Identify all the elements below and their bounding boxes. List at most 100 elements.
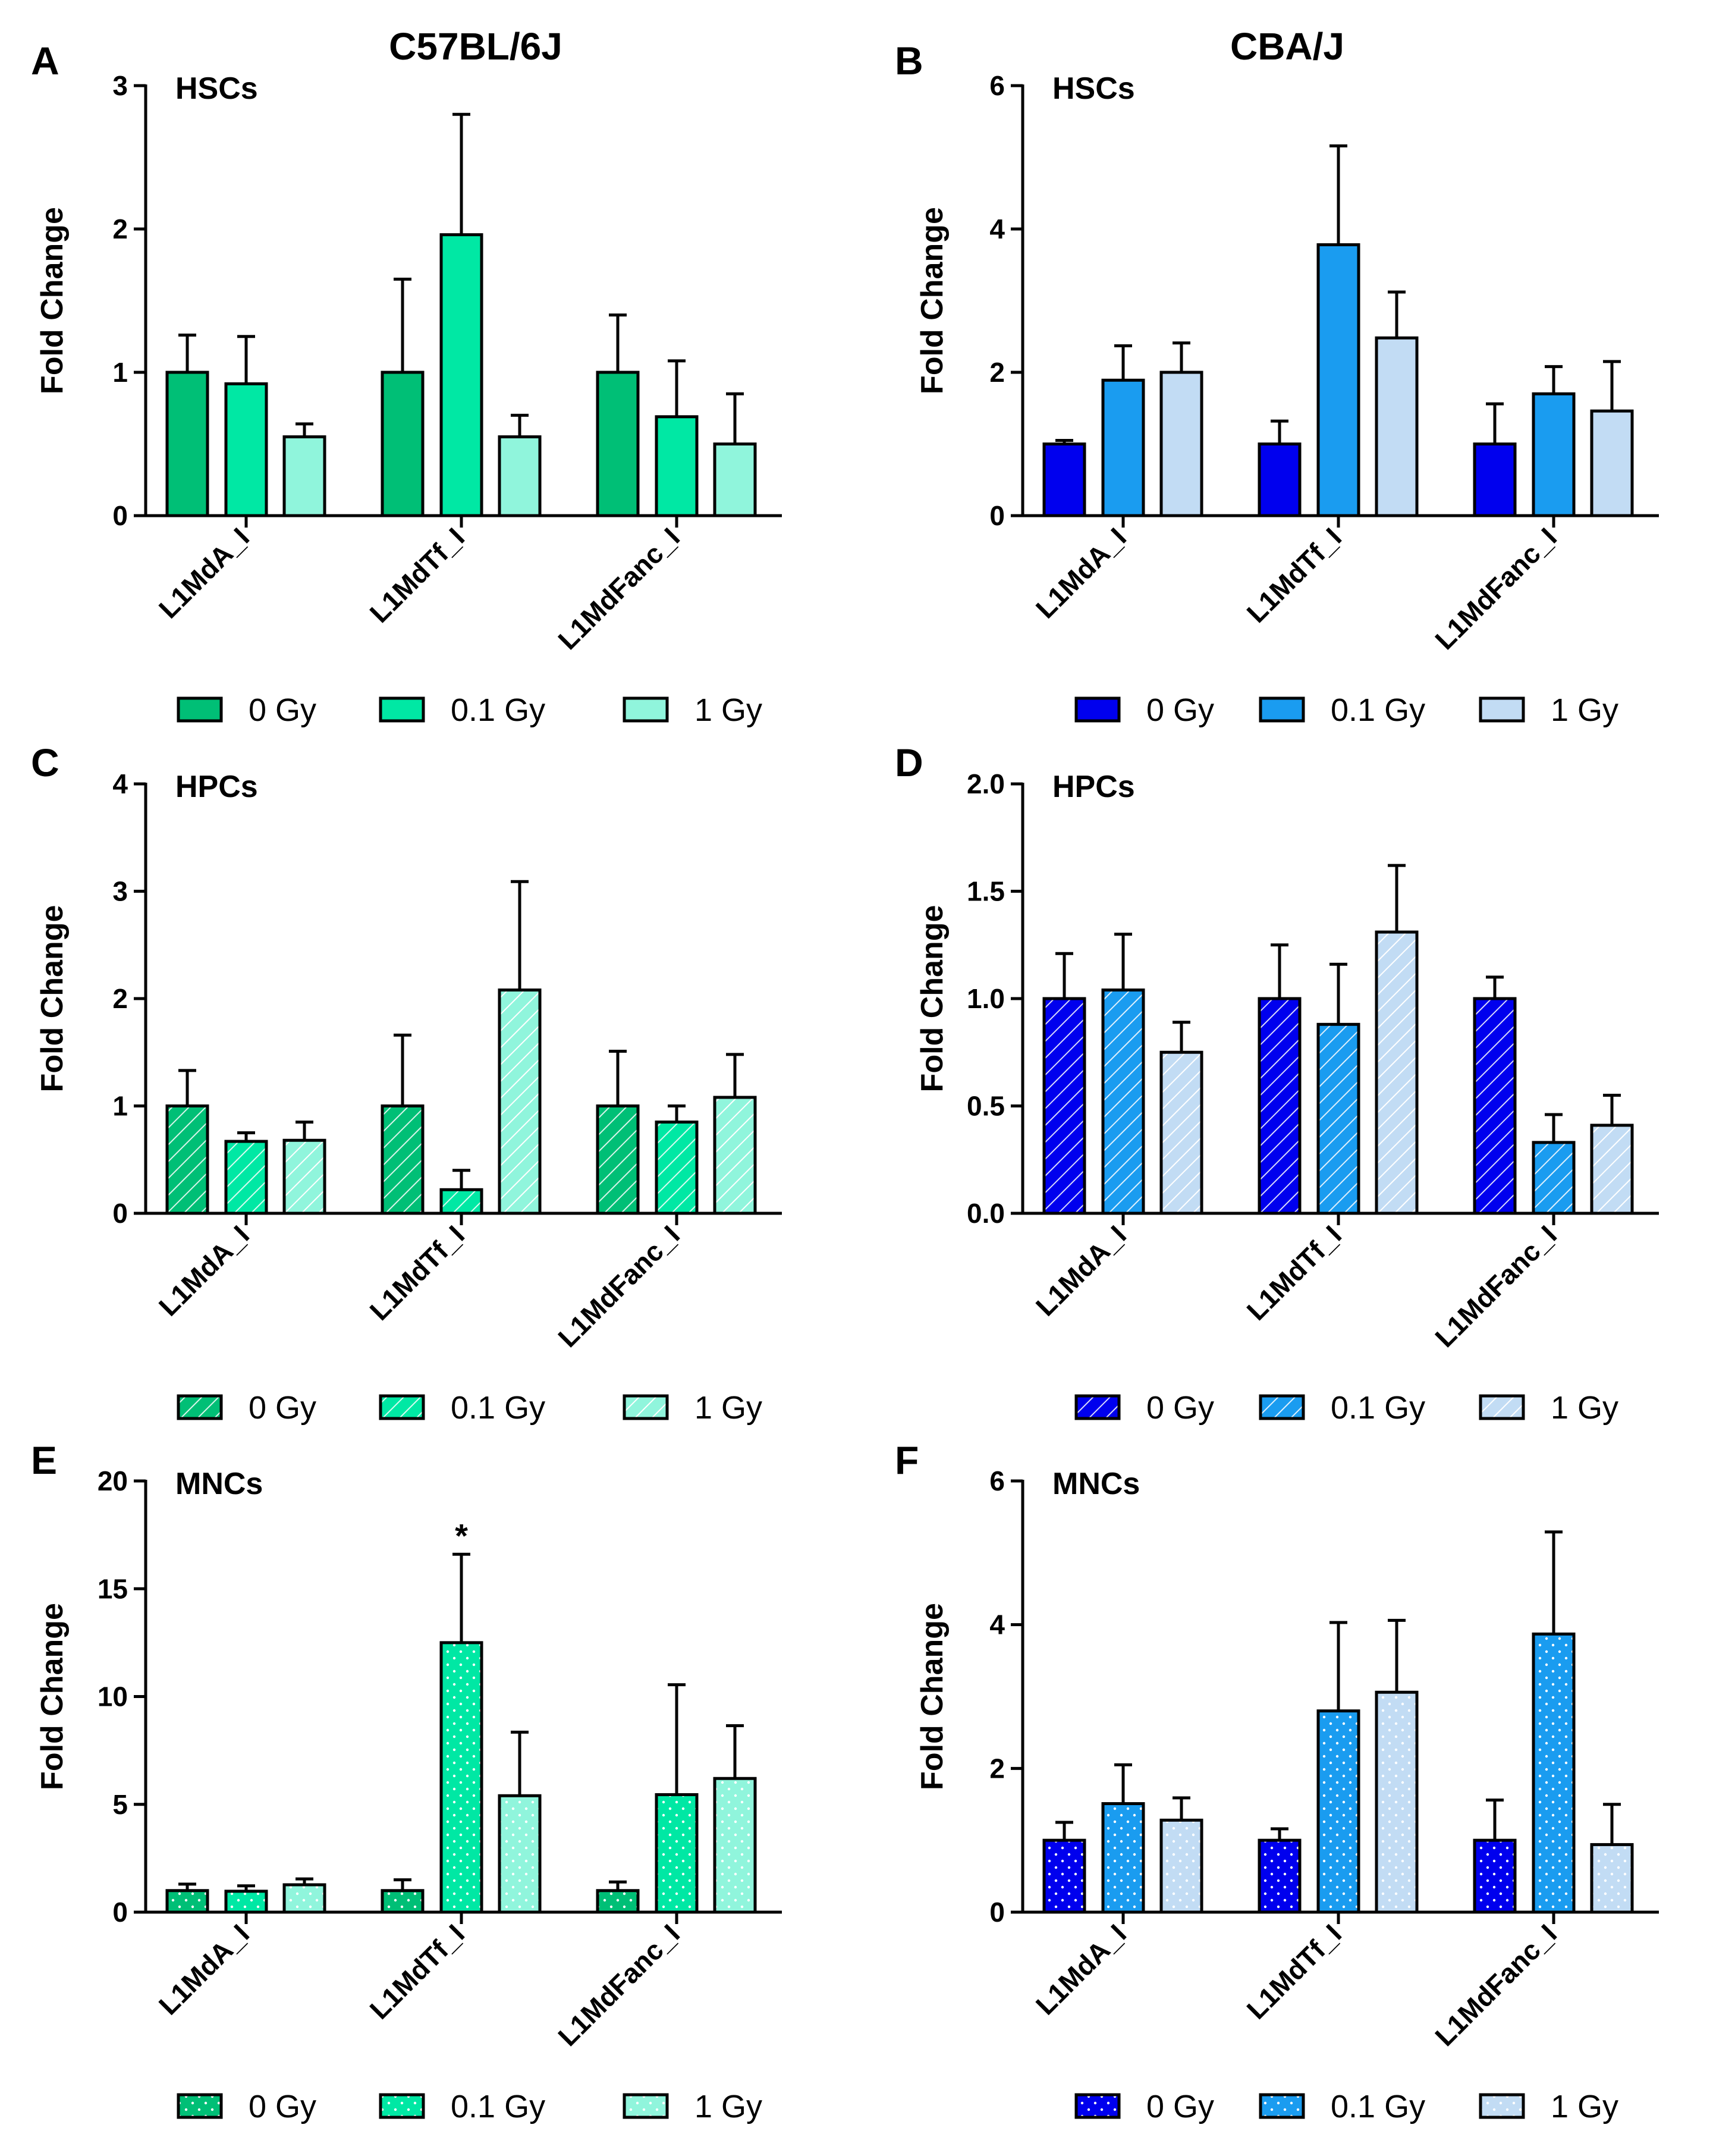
significance-marker: * xyxy=(455,1517,468,1554)
y-tick-label: 3 xyxy=(112,70,128,101)
bar-l1mda-i-0gy xyxy=(165,1104,209,1215)
panel-label: F xyxy=(895,1438,919,1482)
x-category-label: L1MdA_I xyxy=(1030,1219,1132,1322)
bar-l1mdfanc-i-01gy xyxy=(655,415,699,517)
bar-l1mda-i-1gy xyxy=(1159,371,1203,517)
bar-l1mdfanc-i-1gy xyxy=(713,443,757,517)
bar-l1mda-i-01gy xyxy=(224,382,268,517)
bar-l1mdtf-i-01gy xyxy=(1316,243,1360,517)
legend-swatch xyxy=(1479,1394,1525,1420)
x-category-label: L1MdTf_I xyxy=(364,1918,471,2025)
legend-swatch xyxy=(177,2093,223,2119)
panel-title: HSCs xyxy=(175,71,258,106)
legend-label: 0.1 Gy xyxy=(451,2089,545,2124)
legend-label: 0.1 Gy xyxy=(1331,2089,1425,2124)
y-tick-label: 4 xyxy=(989,1609,1005,1640)
y-tick-label: 1.0 xyxy=(967,983,1005,1014)
bar-l1mdfanc-i-1gy xyxy=(713,1777,757,1914)
y-tick-label: 1 xyxy=(112,357,128,388)
legend-label: 1 Gy xyxy=(1551,2089,1618,2124)
y-tick-label: 0 xyxy=(112,1897,128,1928)
legend-label: 0 Gy xyxy=(249,2089,316,2124)
y-tick-label: 1 xyxy=(112,1091,128,1122)
bar-l1mdtf-i-0gy xyxy=(1258,997,1302,1215)
panel-d: D HPCs Fold Change 0.0 0.5 1.0 1.5 2.0 L1MdA_I L1… xyxy=(895,740,1659,1426)
y-tick-label: 0.0 xyxy=(967,1198,1005,1229)
y-tick-label: 20 xyxy=(98,1465,128,1496)
bar-l1mdtf-i-0gy xyxy=(1258,443,1302,517)
x-category-label: L1MdFanc_I xyxy=(552,1219,686,1353)
bar-l1mdtf-i-0gy xyxy=(381,1104,425,1215)
x-category-label: L1MdA_I xyxy=(153,1219,255,1322)
legend-label: 1 Gy xyxy=(1551,1390,1618,1426)
legend-swatch xyxy=(1074,2093,1121,2119)
strain-label-c57bl6j: C57BL/6J xyxy=(389,25,562,68)
legend-swatch xyxy=(177,1394,223,1420)
panel-title: HSCs xyxy=(1052,71,1135,106)
bar-l1mdtf-i-1gy xyxy=(498,1794,542,1914)
panel-e: E MNCs Fold Change 0 5 10 15 20 L1MdA_I L1MdTf_I L… xyxy=(31,1438,782,2124)
y-tick-label: 2 xyxy=(112,214,128,244)
bar-l1mdfanc-i-01gy xyxy=(655,1121,699,1215)
legend-label: 0.1 Gy xyxy=(451,692,545,728)
legend-swatch xyxy=(379,2093,425,2119)
y-tick-label: 4 xyxy=(989,214,1005,244)
legend-label: 1 Gy xyxy=(694,1390,762,1426)
bar-l1mdtf-i-1gy xyxy=(1375,930,1419,1215)
y-tick-label: 0 xyxy=(989,500,1005,531)
panel-b: B HSCs Fold Change 0 2 4 6 L1MdA_I L1MdTf_I L1MdF… xyxy=(895,39,1659,728)
bar-l1mda-i-1gy xyxy=(282,435,326,517)
legend-swatch xyxy=(1074,696,1121,723)
bar-l1mda-i-1gy xyxy=(282,1883,326,1914)
y-axis-label: Fold Change xyxy=(915,207,950,394)
bar-l1mda-i-1gy xyxy=(282,1138,326,1215)
y-tick-label: 1.5 xyxy=(967,876,1005,907)
bar-l1mdtf-i-1gy xyxy=(1375,336,1419,517)
bar-l1mdfanc-i-0gy xyxy=(1473,997,1517,1215)
y-tick-label: 3 xyxy=(112,876,128,907)
x-category-label: L1MdA_I xyxy=(153,522,255,624)
bar-l1mdfanc-i-01gy xyxy=(1532,1632,1576,1914)
x-category-label: L1MdA_I xyxy=(153,1918,255,2020)
bar-l1mdtf-i-1gy xyxy=(498,988,542,1215)
x-category-label: L1MdFanc_I xyxy=(552,1918,686,2052)
bar-l1mda-i-0gy xyxy=(165,371,209,517)
bar-l1mdfanc-i-0gy xyxy=(1473,1838,1517,1914)
legend-swatch xyxy=(1074,1394,1121,1420)
y-axis-label: Fold Change xyxy=(35,905,70,1093)
panel-label: B xyxy=(895,39,923,83)
bar-l1mdfanc-i-1gy xyxy=(1590,1123,1634,1215)
bar-l1mdfanc-i-01gy xyxy=(1532,1141,1576,1215)
bar-l1mda-i-0gy xyxy=(1042,443,1086,517)
panel-title: MNCs xyxy=(175,1467,263,1501)
bar-l1mda-i-01gy xyxy=(224,1890,268,1914)
bar-l1mdfanc-i-1gy xyxy=(1590,1843,1634,1914)
x-category-label: L1MdTf_I xyxy=(1241,522,1348,629)
bar-l1mdfanc-i-0gy xyxy=(1473,443,1517,517)
legend-swatch xyxy=(623,1394,669,1420)
bar-l1mdfanc-i-01gy xyxy=(1532,392,1576,517)
legend-swatch xyxy=(1259,696,1305,723)
y-axis-label: Fold Change xyxy=(915,905,950,1093)
y-tick-label: 6 xyxy=(989,70,1005,101)
x-category-label: L1MdFanc_I xyxy=(1429,522,1563,655)
panel-c: C HPCs Fold Change 0 1 2 3 4 L1MdA_I L1MdTf_I L1Md… xyxy=(31,740,782,1426)
bar-l1mdtf-i-0gy xyxy=(381,1889,425,1914)
x-category-label: L1MdA_I xyxy=(1030,1918,1132,2020)
y-tick-label: 10 xyxy=(98,1681,128,1712)
bar-l1mda-i-01gy xyxy=(224,1140,268,1215)
y-tick-label: 0 xyxy=(989,1897,1005,1928)
panel-label: D xyxy=(895,740,923,784)
bar-l1mdfanc-i-1gy xyxy=(713,1096,757,1215)
bar-l1mdtf-i-01gy xyxy=(1316,1022,1360,1215)
legend-swatch xyxy=(177,696,223,723)
bar-l1mdfanc-i-0gy xyxy=(596,1104,640,1215)
bar-l1mdtf-i-0gy xyxy=(381,371,425,517)
legend-label: 0 Gy xyxy=(1146,692,1214,728)
y-tick-label: 0 xyxy=(112,1198,128,1229)
y-tick-label: 2 xyxy=(112,983,128,1014)
panel-f: F MNCs Fold Change 0 2 4 6 L1MdA_I L1MdTf_I L1MdF… xyxy=(895,1438,1659,2124)
bar-l1mdtf-i-01gy xyxy=(1316,1709,1360,1914)
panel-label: C xyxy=(31,740,59,784)
y-tick-label: 6 xyxy=(989,1465,1005,1496)
